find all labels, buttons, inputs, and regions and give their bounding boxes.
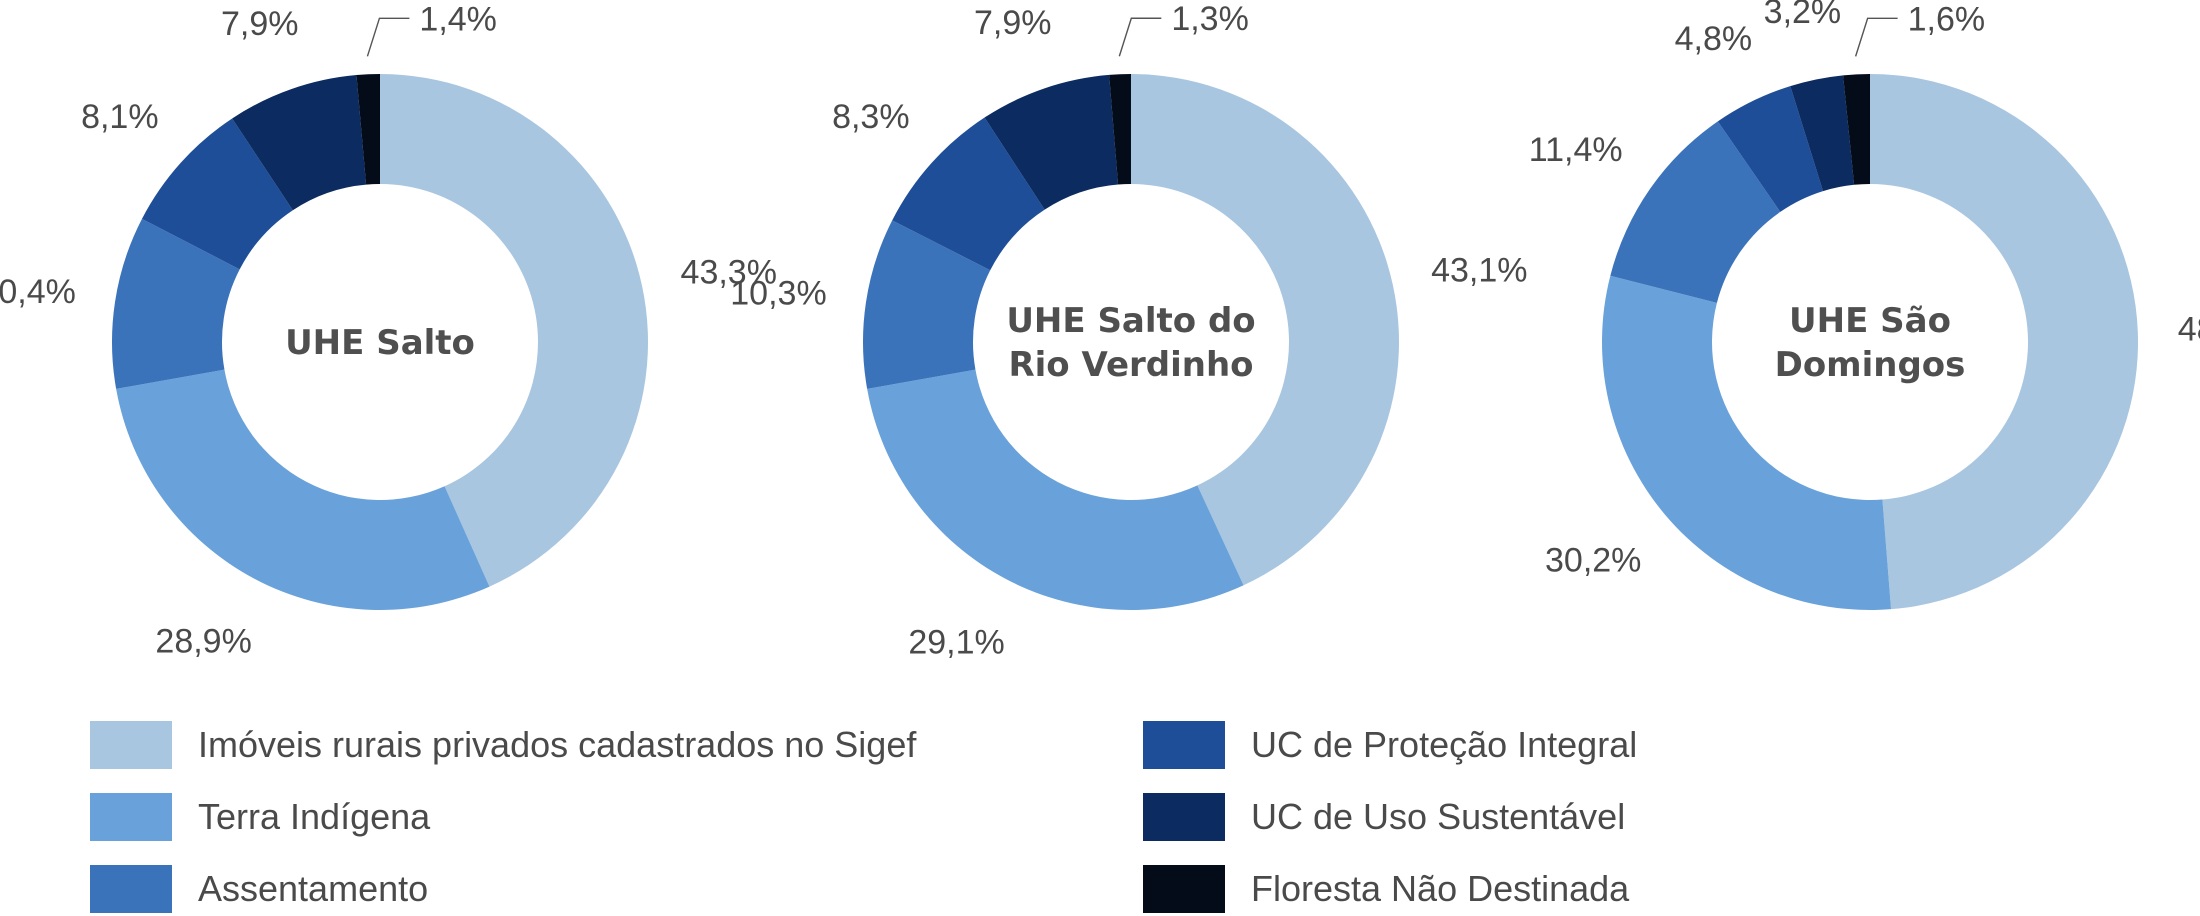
slice-label: 7,9% — [974, 4, 1052, 42]
donut-chart-2: 43,1% 29,1% 10,3% 8,3% 7,9% 1,3% UHE Salto doR… — [730, 0, 1527, 661]
slice-label: 1,6% — [1908, 0, 1986, 38]
legend-label: UC de Proteção Integral — [1251, 724, 1637, 765]
donut-slice — [1610, 121, 1781, 303]
slice-label: 3,2% — [1764, 0, 1842, 31]
donut-slice — [984, 74, 1119, 210]
slice-label: 10,3% — [730, 274, 826, 312]
donut-chart-3: 48,7% 30,2% 11,4% 4,8% 3,2% 1,6% UHE SãoDoming… — [1529, 0, 2200, 610]
leader-line — [1118, 17, 1162, 57]
donut-slice — [380, 74, 648, 587]
slice-label: 7,9% — [221, 5, 299, 43]
chart-title: Domingos — [1775, 345, 1966, 385]
donut-slice — [863, 220, 991, 389]
legend-swatch — [1143, 721, 1225, 769]
slice-label: 10,4% — [0, 273, 76, 311]
chart-title: UHE Salto do — [1006, 301, 1255, 341]
slice-label: 30,2% — [1545, 542, 1641, 580]
chart-title: Rio Verdinho — [1008, 345, 1253, 385]
donut-slice — [867, 369, 1244, 610]
slice-label: 43,1% — [1431, 251, 1527, 289]
slice-label: 8,3% — [832, 98, 910, 136]
donut-slice — [1843, 74, 1870, 185]
legend: Imóveis rurais privados cadastrados no S… — [90, 721, 1637, 913]
slice-label: 11,4% — [1529, 131, 1623, 169]
leader-line — [366, 17, 410, 57]
legend-label: UC de Uso Sustentável — [1251, 796, 1625, 837]
slice-label: 8,1% — [81, 98, 159, 136]
legend-label: Terra Indígena — [198, 796, 431, 837]
chart-title: UHE Salto — [285, 323, 475, 363]
legend-swatch — [90, 793, 172, 841]
donut-slice — [892, 117, 1045, 271]
legend-label: Assentamento — [198, 868, 428, 909]
legend-swatch — [1143, 793, 1225, 841]
slice-label: 43,3% — [681, 253, 777, 291]
slice-label: 48,7% — [2178, 311, 2200, 349]
chart-title: UHE São — [1789, 301, 1951, 341]
donut-slice — [1870, 74, 2138, 610]
slice-label: 4,8% — [1675, 20, 1753, 58]
donut-slice — [116, 369, 490, 610]
donut-slice — [1790, 75, 1855, 192]
slice-label: 1,3% — [1171, 0, 1249, 38]
legend-label: Floresta Não Destinada — [1251, 868, 1630, 909]
legend-label: Imóveis rurais privados cadastrados no S… — [198, 724, 917, 765]
donut-slice — [356, 74, 380, 185]
leader-line — [1854, 17, 1898, 57]
donut-slice — [1109, 74, 1131, 185]
donut-chart-1: 43,3% 28,9% 10,4% 8,1% 7,9% 1,4% UHE Salto — [0, 0, 777, 660]
slice-label: 29,1% — [908, 624, 1004, 662]
legend-swatch — [1143, 865, 1225, 913]
slice-label: 1,4% — [419, 0, 497, 38]
donut-slice — [111, 218, 240, 389]
legend-swatch — [90, 865, 172, 913]
donut-slice — [1602, 275, 1892, 610]
donut-slice — [1717, 86, 1824, 212]
donut-slice — [1131, 74, 1399, 586]
donut-slice — [141, 118, 293, 270]
slice-label: 28,9% — [155, 623, 251, 661]
legend-swatch — [90, 721, 172, 769]
donut-slice — [232, 75, 367, 211]
